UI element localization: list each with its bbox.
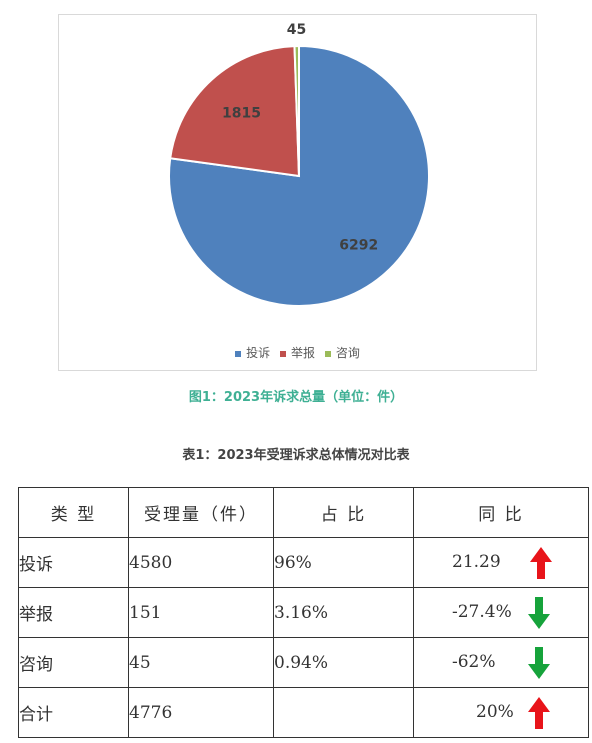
header-type: 类 型 — [18, 487, 129, 538]
yoy-value: -27.4% — [452, 602, 512, 622]
arrow-up-icon — [530, 547, 552, 579]
cell-amount: 151 — [128, 587, 274, 638]
cell-ratio: 0.94% — [273, 637, 414, 688]
cell-yoy: 21.29 — [413, 537, 589, 588]
legend-label: 咨询 — [335, 346, 360, 360]
cell-type: 投诉 — [18, 537, 129, 588]
cell-type: 合计 — [18, 687, 129, 738]
pie-chart: 6292 1815 45 投诉 举报 咨询 — [58, 14, 537, 371]
arrow-down-icon — [528, 597, 550, 629]
cell-amount: 45 — [128, 637, 274, 688]
cell-type: 咨询 — [18, 637, 129, 688]
legend-item-complaint: 投诉 — [235, 344, 270, 361]
data-label-complaint: 6292 — [339, 238, 378, 254]
header-yoy: 同 比 — [413, 487, 589, 538]
figure-caption: 图1：2023年诉求总量（单位：件） — [188, 390, 404, 405]
legend-item-report: 举报 — [279, 344, 315, 361]
table-row: 咨询 45 0.94% -62% — [18, 637, 589, 688]
cell-yoy: -62% — [413, 637, 589, 688]
table-title: 表1：2023年受理诉求总体情况对比表 — [182, 448, 410, 463]
cell-amount: 4580 — [128, 537, 274, 588]
table-total-row: 合计 4776 20% — [18, 687, 589, 738]
yoy-value: -62% — [452, 652, 496, 672]
cell-ratio: 3.16% — [273, 587, 414, 638]
legend-swatch-icon — [324, 350, 331, 357]
legend-item-consult: 咨询 — [324, 344, 360, 361]
cell-ratio: 96% — [273, 537, 414, 588]
table-row: 投诉 4580 96% 21.29 — [18, 537, 589, 588]
table-header-row: 类 型 受理量（件） 占 比 同 比 — [18, 487, 589, 538]
cell-ratio — [273, 687, 414, 738]
legend-swatch-icon — [235, 350, 242, 357]
cell-yoy: 20% — [413, 687, 589, 738]
cell-amount: 4776 — [128, 687, 274, 738]
comparison-table: 类 型 受理量（件） 占 比 同 比 投诉 4580 96% 21.29 举报 … — [18, 487, 589, 738]
pie-slice-report — [169, 45, 301, 178]
header-amount: 受理量（件） — [128, 487, 274, 538]
header-ratio: 占 比 — [273, 487, 414, 538]
legend-label: 投诉 — [246, 346, 271, 360]
arrow-up-icon — [528, 697, 550, 729]
arrow-down-icon — [528, 647, 550, 679]
cell-yoy: -27.4% — [413, 587, 589, 638]
legend-swatch-icon — [279, 350, 286, 357]
legend-label: 举报 — [290, 346, 315, 360]
data-label-consult: 45 — [287, 22, 306, 38]
pie-chart-svg: 6292 1815 45 — [168, 22, 430, 307]
yoy-value: 20% — [476, 702, 514, 722]
cell-type: 举报 — [18, 587, 129, 638]
chart-legend: 投诉 举报 咨询 — [59, 344, 536, 361]
yoy-value: 21.29 — [452, 552, 501, 572]
pie-slice-complaint — [168, 44, 430, 307]
data-label-report: 1815 — [222, 105, 261, 121]
pie-slice-consult — [293, 44, 300, 177]
table-row: 举报 151 3.16% -27.4% — [18, 587, 589, 638]
